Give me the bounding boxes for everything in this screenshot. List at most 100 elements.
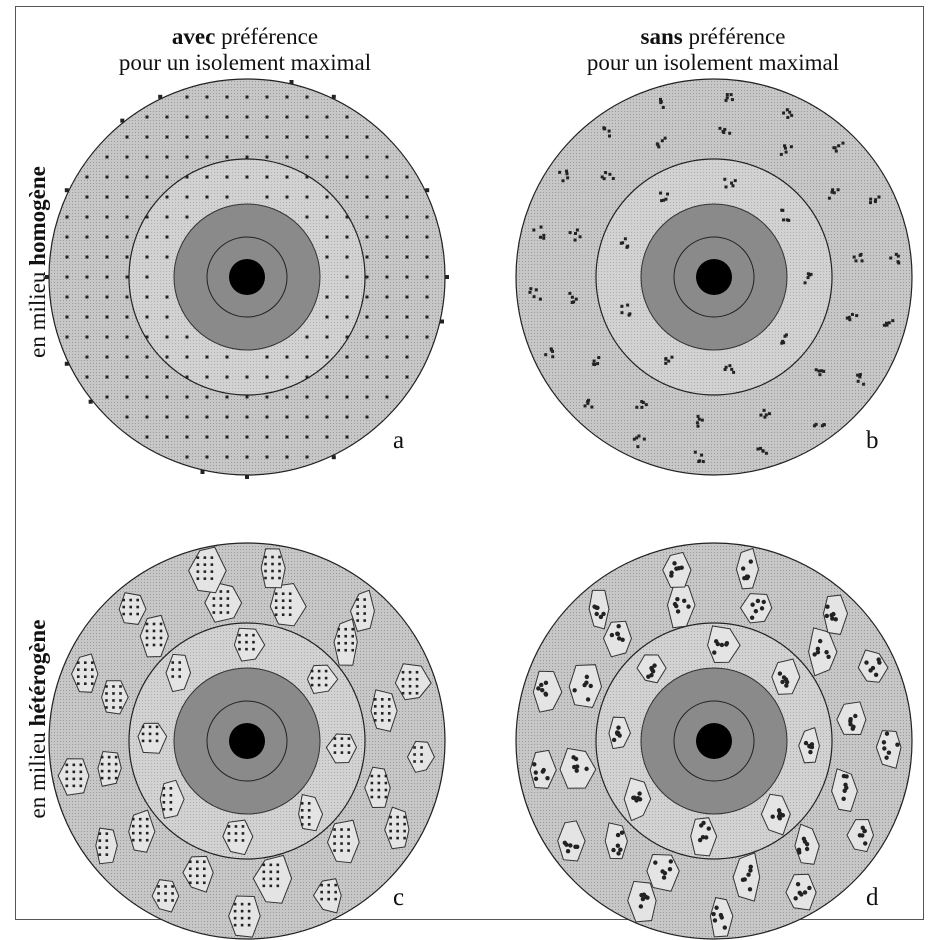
patch-dot bbox=[616, 725, 621, 730]
patch-dot bbox=[105, 692, 108, 695]
patch-dot bbox=[373, 712, 377, 715]
patch-dot bbox=[536, 686, 541, 691]
dot-cluster bbox=[568, 291, 578, 304]
patch-dot bbox=[824, 613, 830, 619]
patch-dot bbox=[356, 619, 359, 622]
individual-dot bbox=[245, 95, 249, 99]
patch-dot bbox=[895, 742, 900, 747]
habitat-patch bbox=[709, 897, 734, 938]
individual-dot bbox=[225, 95, 229, 99]
patch-outline bbox=[260, 548, 286, 589]
patch-dot bbox=[148, 732, 152, 736]
cluster-dot bbox=[724, 185, 728, 189]
patch-dot bbox=[226, 611, 230, 614]
cluster-dot bbox=[626, 303, 630, 307]
patch-dot bbox=[387, 705, 391, 708]
individual-dot bbox=[125, 235, 129, 239]
individual-dot bbox=[325, 115, 329, 119]
cluster-dot bbox=[538, 235, 542, 239]
individual-dot bbox=[245, 415, 249, 419]
individual-dot bbox=[65, 215, 69, 219]
patch-dot bbox=[227, 825, 231, 828]
habitat-patch bbox=[794, 823, 820, 865]
individual-dot bbox=[265, 155, 269, 159]
individual-dot bbox=[345, 235, 349, 239]
patch-dot bbox=[241, 832, 245, 835]
individual-dot bbox=[265, 355, 269, 359]
individual-dot bbox=[205, 435, 209, 439]
individual-dot bbox=[145, 195, 149, 199]
patch-dot bbox=[886, 750, 892, 755]
patch-dot bbox=[401, 691, 405, 695]
individual-dot bbox=[305, 335, 309, 339]
patch-dot bbox=[384, 774, 388, 778]
patch-outline bbox=[269, 582, 307, 627]
cluster-dot bbox=[756, 447, 760, 451]
individual-dot bbox=[145, 375, 149, 379]
cluster-dot bbox=[664, 361, 668, 365]
individual-dot bbox=[185, 135, 189, 139]
patch-dot bbox=[274, 613, 278, 617]
individual-dot bbox=[105, 215, 109, 219]
patch-dot bbox=[288, 613, 292, 617]
cluster-dot bbox=[783, 146, 787, 150]
patch-dot bbox=[380, 705, 384, 708]
patch-dot bbox=[252, 640, 255, 644]
patch-dot bbox=[825, 604, 830, 609]
patch-dot bbox=[281, 606, 285, 610]
patch-dot bbox=[592, 604, 597, 609]
individual-dot bbox=[405, 355, 409, 359]
individual-dot bbox=[185, 435, 189, 439]
dot-cluster bbox=[659, 191, 670, 203]
individual-dot bbox=[165, 195, 169, 199]
column-title-left-bold: avec bbox=[171, 24, 216, 49]
individual-dot bbox=[285, 95, 289, 99]
patch-dot bbox=[83, 675, 87, 678]
patch-dot bbox=[105, 853, 109, 856]
patch-dot bbox=[747, 887, 753, 892]
cluster-dot bbox=[664, 357, 668, 361]
individual-dot bbox=[245, 395, 249, 399]
individual-dot bbox=[205, 395, 209, 399]
patch-dot bbox=[675, 596, 680, 602]
habitat-patch bbox=[349, 589, 375, 632]
individual-dot bbox=[325, 415, 329, 419]
cluster-dot bbox=[887, 321, 891, 325]
patch-dot bbox=[79, 770, 83, 774]
habitat-patch bbox=[771, 658, 801, 695]
patch-dot bbox=[370, 781, 374, 785]
individual-dot bbox=[145, 355, 149, 359]
patch-dot bbox=[226, 590, 230, 593]
patch-dot bbox=[162, 793, 166, 797]
patch-dot bbox=[812, 652, 817, 657]
patch-dot bbox=[420, 760, 423, 763]
patch-dot bbox=[271, 555, 274, 559]
cluster-dot bbox=[885, 323, 889, 327]
cluster-dot bbox=[698, 459, 702, 463]
cluster-dot bbox=[724, 98, 728, 102]
patch-dot bbox=[598, 614, 604, 620]
individual-dot bbox=[225, 435, 229, 439]
individual-dot bbox=[125, 415, 129, 419]
dot-cluster bbox=[664, 355, 674, 365]
patch-dot bbox=[356, 612, 359, 615]
patch-dot bbox=[269, 870, 273, 874]
cluster-dot bbox=[848, 318, 852, 322]
cluster-dot bbox=[644, 403, 648, 407]
cluster-dot bbox=[642, 437, 646, 441]
individual-dot bbox=[265, 195, 269, 199]
patch-dot bbox=[278, 576, 281, 580]
patch-dot bbox=[533, 770, 538, 775]
patch-dot bbox=[262, 877, 266, 881]
dot-cluster bbox=[693, 450, 705, 464]
cluster-dot bbox=[666, 192, 670, 196]
individual-dot bbox=[345, 415, 349, 419]
habitat-patch bbox=[222, 819, 254, 856]
individual-dot bbox=[325, 135, 329, 139]
cluster-dot bbox=[832, 146, 836, 150]
patch-dot bbox=[90, 668, 94, 671]
patch-dot bbox=[148, 739, 152, 743]
individual-dot bbox=[65, 275, 69, 279]
patch-dot bbox=[619, 830, 625, 835]
individual-dot bbox=[385, 275, 389, 279]
